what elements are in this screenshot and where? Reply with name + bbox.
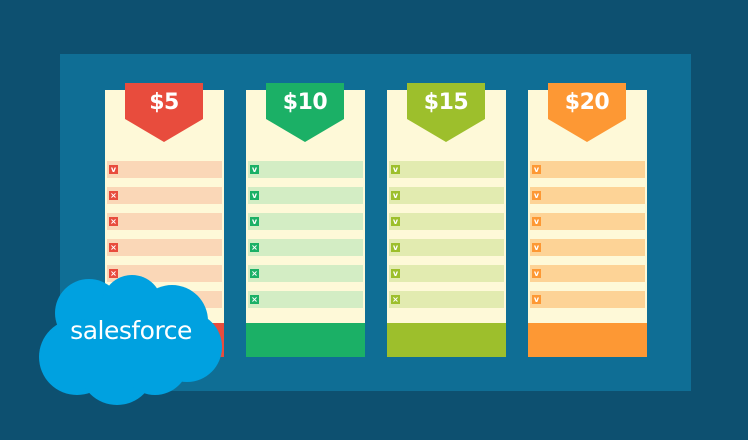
feature-row: v	[389, 161, 504, 178]
check-icon: v	[391, 243, 400, 252]
feature-row: v	[530, 239, 645, 256]
pricing-card: $20 v v v v v v	[528, 83, 647, 357]
price-banner: $5	[125, 83, 203, 142]
price-label: $5	[149, 90, 179, 115]
pricing-card: $15 v v v v v ×	[387, 83, 506, 357]
price-label: $20	[564, 90, 610, 115]
select-plan-button[interactable]	[387, 323, 506, 357]
salesforce-logo-text: salesforce	[70, 316, 192, 345]
check-icon: v	[532, 243, 541, 252]
feature-row: v	[530, 291, 645, 308]
feature-row: ×	[248, 239, 363, 256]
feature-row: v	[248, 213, 363, 230]
check-icon: v	[391, 269, 400, 278]
check-icon: v	[391, 191, 400, 200]
feature-row: v	[389, 187, 504, 204]
pricing-card: $10 v v v × × ×	[246, 83, 365, 357]
feature-row: v	[248, 161, 363, 178]
feature-row: v	[248, 187, 363, 204]
feature-row: v	[107, 161, 222, 178]
select-plan-button[interactable]	[246, 323, 365, 357]
check-icon: v	[391, 165, 400, 174]
price-label: $15	[423, 90, 469, 115]
check-icon: v	[532, 191, 541, 200]
feature-row: ×	[107, 213, 222, 230]
feature-row: v	[389, 239, 504, 256]
check-icon: v	[532, 165, 541, 174]
cross-icon: ×	[250, 269, 259, 278]
check-icon: v	[250, 217, 259, 226]
cross-icon: ×	[250, 243, 259, 252]
cross-icon: ×	[250, 295, 259, 304]
cross-icon: ×	[391, 295, 400, 304]
price-banner: $10	[266, 83, 344, 142]
check-icon: v	[532, 269, 541, 278]
feature-row: v	[530, 213, 645, 230]
cross-icon: ×	[109, 243, 118, 252]
feature-row: v	[389, 265, 504, 282]
feature-row: ×	[107, 239, 222, 256]
feature-row: v	[530, 187, 645, 204]
salesforce-cloud-logo	[39, 275, 222, 405]
cross-icon: ×	[109, 191, 118, 200]
check-icon: v	[109, 165, 118, 174]
price-banner: $20	[548, 83, 626, 142]
cross-icon: ×	[109, 269, 118, 278]
check-icon: v	[532, 295, 541, 304]
feature-row: ×	[389, 291, 504, 308]
feature-row: v	[389, 213, 504, 230]
feature-row: v	[530, 265, 645, 282]
check-icon: v	[250, 165, 259, 174]
feature-row: ×	[107, 187, 222, 204]
check-icon: v	[250, 191, 259, 200]
feature-row: v	[530, 161, 645, 178]
feature-row: ×	[248, 265, 363, 282]
check-icon: v	[391, 217, 400, 226]
check-icon: v	[532, 217, 541, 226]
cross-icon: ×	[109, 217, 118, 226]
select-plan-button[interactable]	[528, 323, 647, 357]
feature-row: ×	[248, 291, 363, 308]
price-banner: $15	[407, 83, 485, 142]
price-label: $10	[282, 90, 328, 115]
